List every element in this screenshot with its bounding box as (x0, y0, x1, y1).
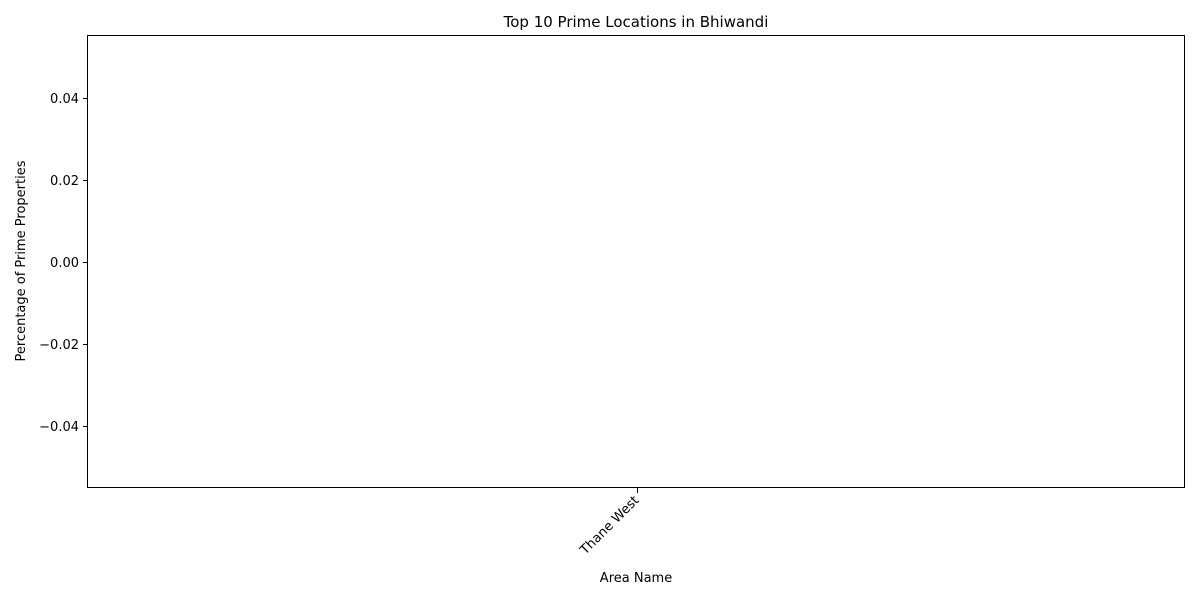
y-axis-label: Percentage of Prime Properties (14, 160, 29, 361)
y-tick-label: 0.02 (50, 174, 79, 189)
y-tick-label: −0.04 (39, 420, 79, 435)
x-tick-label: Thane West (577, 493, 642, 558)
y-tick-label: −0.02 (39, 338, 79, 353)
x-axis: Thane West (577, 488, 642, 559)
chart-title: Top 10 Prime Locations in Bhiwandi (503, 13, 769, 31)
y-axis: 0.04 0.02 0.00 −0.02 −0.04 (39, 92, 88, 435)
plot-area-frame (87, 35, 1185, 488)
y-tick-label: 0.00 (50, 256, 79, 271)
y-tick-label: 0.04 (50, 92, 79, 107)
x-axis-label: Area Name (600, 571, 672, 586)
